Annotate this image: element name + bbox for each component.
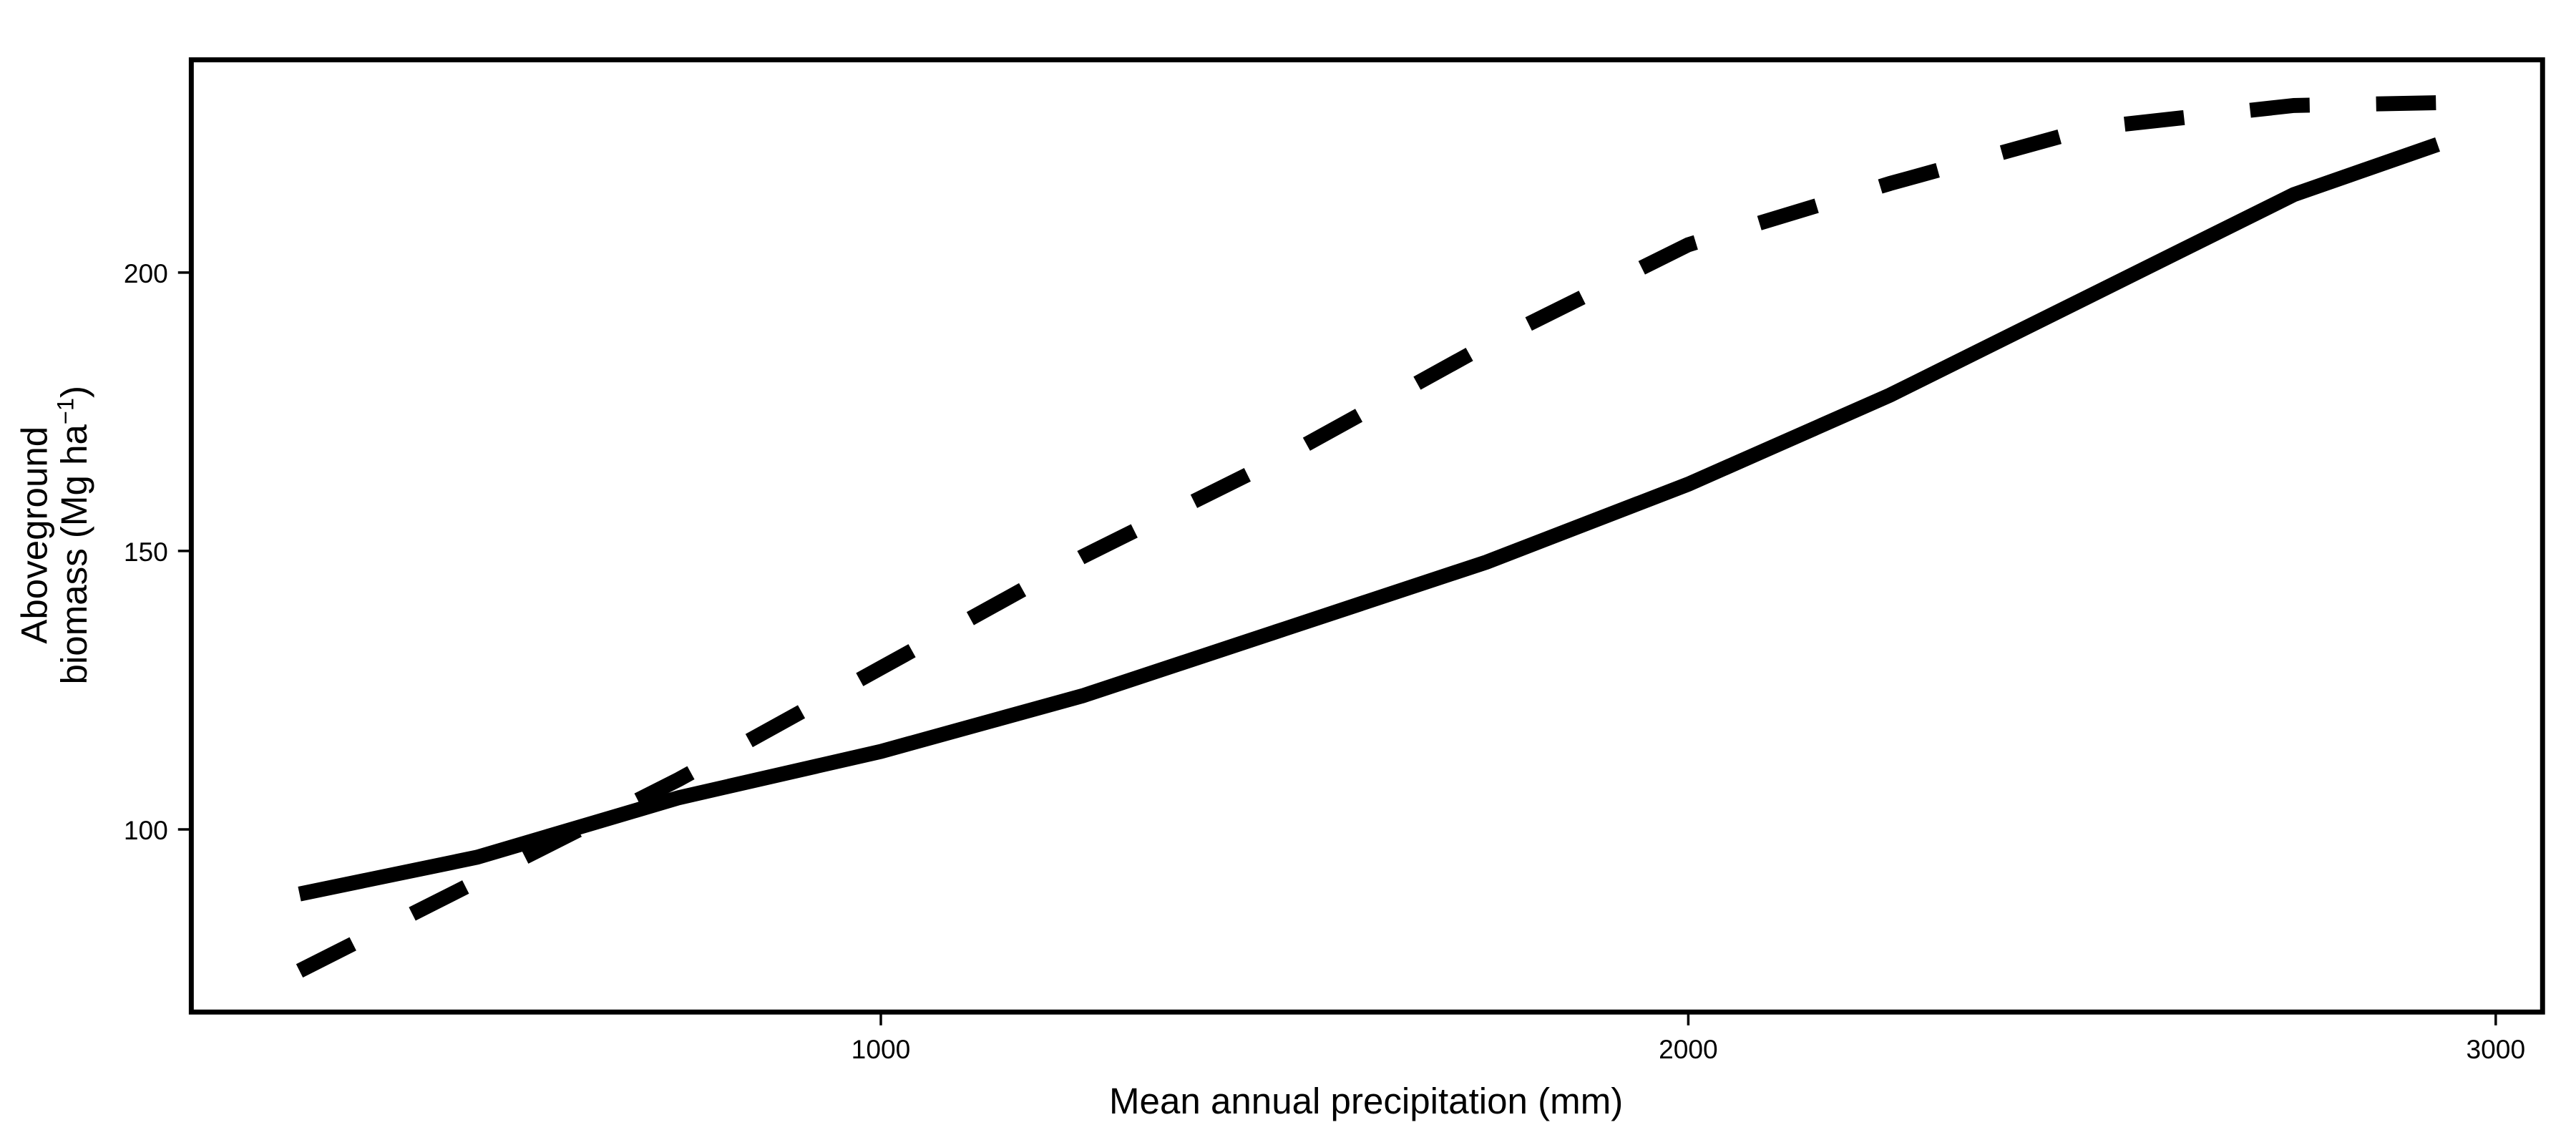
- y-tick-label: 200: [124, 258, 168, 288]
- y-tick-label: 100: [124, 815, 168, 845]
- y-label-close: ): [54, 386, 94, 398]
- series-line: [296, 95, 2438, 978]
- y-label-line: Aboveground: [14, 427, 54, 644]
- series-line: [298, 137, 2441, 902]
- y-tick-label: 150: [124, 537, 168, 567]
- y-label-line: biomass (Mg ha: [54, 424, 94, 685]
- x-tick-label: 2000: [1659, 1034, 1718, 1064]
- x-tick-label: 1000: [852, 1034, 911, 1064]
- y-axis-label: biomass (Mg ha−1): [52, 386, 94, 684]
- x-tick-label: 3000: [2467, 1034, 2526, 1064]
- plot-frame: [188, 57, 2545, 1015]
- y-axis-label: Aboveground: [14, 427, 54, 644]
- y-label-sup: −1: [52, 398, 78, 424]
- x-axis-label: Mean annual precipitation (mm): [1109, 1081, 1623, 1121]
